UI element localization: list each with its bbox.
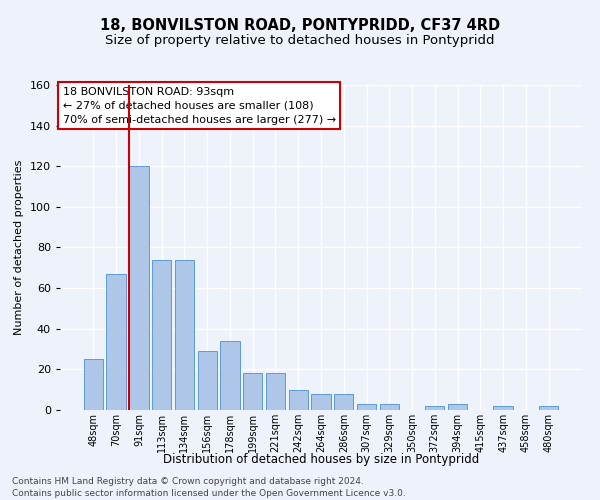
Bar	[334, 394, 353, 410]
Bar	[357, 404, 376, 410]
Text: 18, BONVILSTON ROAD, PONTYPRIDD, CF37 4RD: 18, BONVILSTON ROAD, PONTYPRIDD, CF37 4R…	[100, 18, 500, 32]
Bar	[106, 274, 126, 410]
Bar	[220, 341, 239, 410]
Bar	[539, 406, 558, 410]
Bar	[289, 390, 308, 410]
Bar	[243, 374, 262, 410]
Text: Distribution of detached houses by size in Pontypridd: Distribution of detached houses by size …	[163, 452, 479, 466]
Bar	[152, 260, 172, 410]
Text: Size of property relative to detached houses in Pontypridd: Size of property relative to detached ho…	[105, 34, 495, 47]
Bar	[129, 166, 149, 410]
Bar	[197, 351, 217, 410]
Bar	[448, 404, 467, 410]
Text: 18 BONVILSTON ROAD: 93sqm
← 27% of detached houses are smaller (108)
70% of semi: 18 BONVILSTON ROAD: 93sqm ← 27% of detac…	[62, 86, 336, 124]
Bar	[425, 406, 445, 410]
Bar	[380, 404, 399, 410]
Bar	[311, 394, 331, 410]
Text: Contains HM Land Registry data © Crown copyright and database right 2024.: Contains HM Land Registry data © Crown c…	[12, 478, 364, 486]
Bar	[493, 406, 513, 410]
Bar	[266, 374, 285, 410]
Bar	[175, 260, 194, 410]
Text: Contains public sector information licensed under the Open Government Licence v3: Contains public sector information licen…	[12, 489, 406, 498]
Bar	[84, 359, 103, 410]
Y-axis label: Number of detached properties: Number of detached properties	[14, 160, 24, 335]
